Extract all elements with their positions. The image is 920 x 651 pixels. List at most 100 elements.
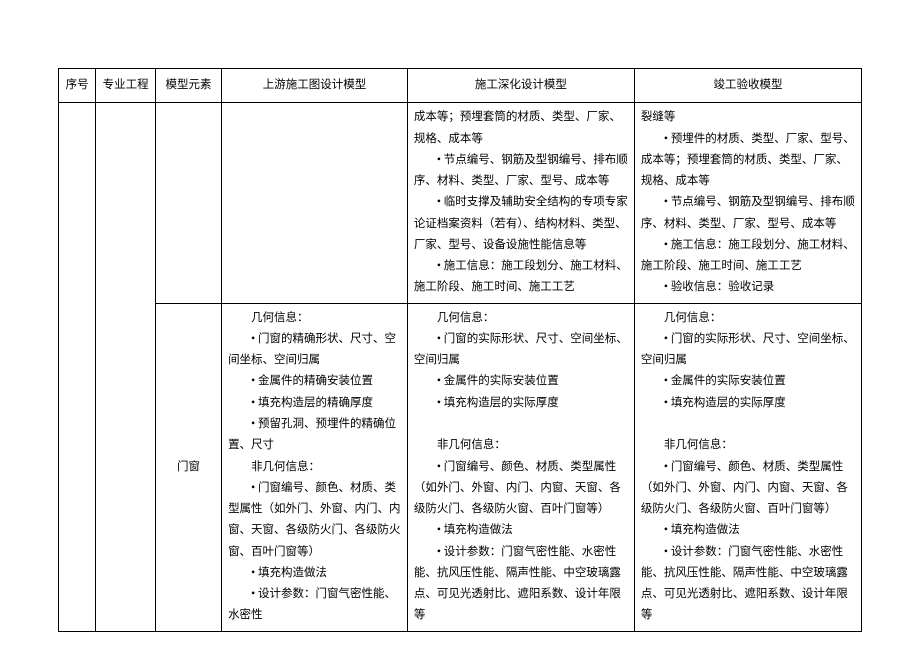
- bullet: •: [664, 461, 671, 473]
- para: • 填充构造层的实际厚度: [641, 393, 855, 414]
- para: • 填充构造层的精确厚度: [228, 393, 401, 414]
- bullet: •: [437, 333, 444, 345]
- text: 金属件的实际安装位置: [444, 375, 559, 387]
- header-elem: 模型元素: [156, 69, 222, 103]
- table-row: 成本等；预埋套筒的材质、类型、厂家、规格、成本等 • 节点编号、钢筋及型钢编号、…: [59, 103, 862, 303]
- bullet: •: [664, 239, 671, 251]
- para: 裂缝等: [641, 107, 855, 128]
- para: 非几何信息：: [228, 457, 401, 478]
- para: • 门窗的精确形状、尺寸、空间坐标、空间归属: [228, 329, 401, 372]
- text: 金属件的实际安装位置: [671, 375, 786, 387]
- cell-col-b: 几何信息： • 门窗的实际形状、尺寸、空间坐标、空间归属 • 金属件的实际安装位…: [407, 303, 634, 631]
- para: [414, 414, 628, 435]
- text: 临时支撑及辅助安全结构的专项专家论证档案资料（若有）、结构材料、类型、厂家、型号…: [414, 196, 628, 251]
- bullet: •: [664, 133, 671, 145]
- para: • 门窗的实际形状、尺寸、空间坐标、空间归属: [641, 329, 855, 372]
- para: • 金属件的精确安装位置: [228, 371, 401, 392]
- bullet: •: [437, 260, 444, 272]
- para: • 门窗编号、颜色、材质、类型属性（如外门、外窗、内门、内窗、天窗、各级防火门、…: [641, 457, 855, 521]
- cell-col-a: 几何信息： • 门窗的精确形状、尺寸、空间坐标、空间归属 • 金属件的精确安装位…: [222, 303, 408, 631]
- bullet: •: [437, 375, 444, 387]
- bullet: •: [437, 397, 444, 409]
- header-col-c: 竣工验收模型: [634, 69, 861, 103]
- text: 填充构造层的精确厚度: [258, 397, 373, 409]
- para: • 预留孔洞、预埋件的精确位置、尺寸: [228, 414, 401, 457]
- para: • 填充构造层的实际厚度: [414, 393, 628, 414]
- bullet: •: [437, 154, 444, 166]
- para: 几何信息：: [414, 308, 628, 329]
- text: 预埋件的材质、类型、厂家、型号、成本等；预埋套筒的材质、类型、厂家、规格、成本等: [641, 133, 855, 188]
- para: • 门窗的实际形状、尺寸、空间坐标、空间归属: [414, 329, 628, 372]
- bullet: •: [437, 546, 444, 558]
- cell-proj: [96, 103, 156, 631]
- bullet: •: [437, 196, 444, 208]
- text: 金属件的精确安装位置: [258, 375, 373, 387]
- bullet: •: [664, 524, 671, 536]
- para: • 节点编号、钢筋及型钢编号、排布顺序、材料、类型、厂家、型号、成本等: [641, 192, 855, 235]
- para: [641, 414, 855, 435]
- bullet: •: [664, 546, 671, 558]
- page: 序号 专业工程 模型元素 上游施工图设计模型 施工深化设计模型 竣工验收模型 成…: [0, 0, 920, 632]
- para: • 门窗编号、颜色、材质、类型属性（如外门、外窗、内门、内窗、天窗、各级防火门、…: [228, 478, 401, 563]
- table-row: 门窗 几何信息： • 门窗的精确形状、尺寸、空间坐标、空间归属 • 金属件的精确…: [59, 303, 862, 631]
- para: • 临时支撑及辅助安全结构的专项专家论证档案资料（若有）、结构材料、类型、厂家、…: [414, 192, 628, 256]
- text: 验收信息：验收记录: [671, 281, 775, 293]
- bullet: •: [664, 281, 671, 293]
- bullet: •: [251, 567, 258, 579]
- text: 填充构造层的实际厚度: [444, 397, 559, 409]
- text: 填充构造做法: [444, 524, 513, 536]
- para: 非几何信息：: [641, 435, 855, 456]
- text: 设计参数：门窗气密性能、水密性能、抗风压性能、隔声性能、中空玻璃露点、可见光透射…: [414, 546, 621, 622]
- bullet: •: [437, 524, 444, 536]
- para: • 节点编号、钢筋及型钢编号、排布顺序、材料、类型、厂家、型号、成本等: [414, 150, 628, 193]
- spec-table: 序号 专业工程 模型元素 上游施工图设计模型 施工深化设计模型 竣工验收模型 成…: [58, 68, 862, 632]
- cell-col-c: 几何信息： • 门窗的实际形状、尺寸、空间坐标、空间归属 • 金属件的实际安装位…: [634, 303, 861, 631]
- bullet: •: [251, 588, 258, 600]
- para: • 设计参数：门窗气密性能、水密性能、抗风压性能、隔声性能、中空玻璃露点、可见光…: [641, 542, 855, 627]
- para: • 预埋件的材质、类型、厂家、型号、成本等；预埋套筒的材质、类型、厂家、规格、成…: [641, 129, 855, 193]
- para: 非几何信息：: [414, 435, 628, 456]
- para: • 金属件的实际安装位置: [641, 371, 855, 392]
- text: 施工信息：施工段划分、施工材料、施工阶段、施工时间、施工工艺: [414, 260, 628, 293]
- para: • 金属件的实际安装位置: [414, 371, 628, 392]
- header-col-b: 施工深化设计模型: [407, 69, 634, 103]
- cell-col-b: 成本等；预埋套筒的材质、类型、厂家、规格、成本等 • 节点编号、钢筋及型钢编号、…: [407, 103, 634, 303]
- text: 设计参数：门窗气密性能、水密性能、抗风压性能、隔声性能、中空玻璃露点、可见光透射…: [641, 546, 848, 622]
- text: 节点编号、钢筋及型钢编号、排布顺序、材料、类型、厂家、型号、成本等: [641, 196, 855, 229]
- bullet: •: [251, 418, 258, 430]
- para: • 门窗编号、颜色、材质、类型属性（如外门、外窗、内门、内窗、天窗、各级防火门、…: [414, 457, 628, 521]
- cell-seq: [59, 103, 96, 631]
- para: • 填充构造做法: [228, 563, 401, 584]
- header-seq: 序号: [59, 69, 96, 103]
- bullet: •: [664, 397, 671, 409]
- cell-col-c: 裂缝等 • 预埋件的材质、类型、厂家、型号、成本等；预埋套筒的材质、类型、厂家、…: [634, 103, 861, 303]
- cell-col-a: [222, 103, 408, 303]
- bullet: •: [664, 375, 671, 387]
- bullet: •: [664, 196, 671, 208]
- para: • 设计参数：门窗气密性能、水密性能、抗风压性能、隔声性能、中空玻璃露点、可见光…: [414, 542, 628, 627]
- bullet: •: [251, 482, 258, 494]
- para: • 设计参数：门窗气密性能、水密性: [228, 584, 401, 627]
- text: 填充构造做法: [258, 567, 327, 579]
- text: 填充构造做法: [671, 524, 740, 536]
- text: 施工信息：施工段划分、施工材料、施工阶段、施工时间、施工工艺: [641, 239, 855, 272]
- text: 填充构造层的实际厚度: [671, 397, 786, 409]
- para: 几何信息：: [641, 308, 855, 329]
- para: • 施工信息：施工段划分、施工材料、施工阶段、施工时间、施工工艺: [641, 235, 855, 278]
- cell-elem: 门窗: [156, 303, 222, 631]
- cell-elem: [156, 103, 222, 303]
- bullet: •: [251, 397, 258, 409]
- bullet: •: [664, 333, 671, 345]
- header-col-a: 上游施工图设计模型: [222, 69, 408, 103]
- para: 成本等；预埋套筒的材质、类型、厂家、规格、成本等: [414, 107, 628, 150]
- text: 节点编号、钢筋及型钢编号、排布顺序、材料、类型、厂家、型号、成本等: [414, 154, 628, 187]
- para: • 施工信息：施工段划分、施工材料、施工阶段、施工时间、施工工艺: [414, 256, 628, 299]
- para: • 填充构造做法: [641, 520, 855, 541]
- para: 几何信息：: [228, 308, 401, 329]
- bullet: •: [251, 375, 258, 387]
- para: • 填充构造做法: [414, 520, 628, 541]
- text: 门窗的实际形状、尺寸、空间坐标、空间归属: [414, 333, 628, 366]
- table-header-row: 序号 专业工程 模型元素 上游施工图设计模型 施工深化设计模型 竣工验收模型: [59, 69, 862, 103]
- header-proj: 专业工程: [96, 69, 156, 103]
- text: 门窗编号、颜色、材质、类型属性（如外门、外窗、内门、内窗、天窗、各级防火门、各级…: [414, 461, 621, 516]
